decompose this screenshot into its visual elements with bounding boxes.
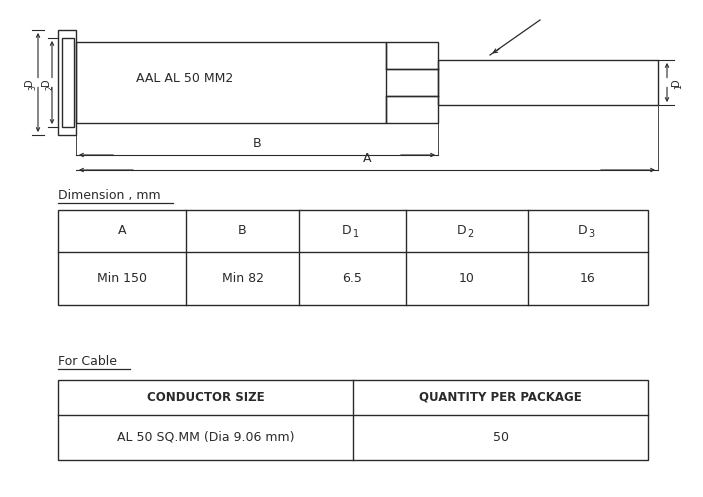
Text: D: D [577,225,587,238]
Text: QUANTITY PER PACKAGE: QUANTITY PER PACKAGE [419,391,582,404]
Text: CONDUCTOR SIZE: CONDUCTOR SIZE [147,391,264,404]
Text: D: D [342,225,352,238]
Text: 3: 3 [29,85,37,90]
Text: For Cable: For Cable [58,355,117,368]
Bar [76,42,386,123]
Bar [386,96,438,123]
Bar [58,380,648,460]
Text: B: B [252,137,262,150]
Text: Min 82: Min 82 [221,272,264,285]
Text: D: D [671,79,681,86]
Bar [62,38,74,127]
Text: AL 50 SQ.MM (Dia 9.06 mm): AL 50 SQ.MM (Dia 9.06 mm) [117,431,295,444]
Text: A: A [363,152,371,165]
Text: 3: 3 [588,229,594,239]
Text: Min 150: Min 150 [97,272,147,285]
Text: A: A [117,225,127,238]
Text: 50: 50 [493,431,508,444]
Text: D: D [24,79,34,86]
Text: D: D [456,225,466,238]
Text: AAL AL 50 MM2: AAL AL 50 MM2 [136,72,233,85]
Text: Dimension , mm: Dimension , mm [58,189,160,202]
Text: 16: 16 [580,272,596,285]
Text: 1: 1 [352,229,359,239]
Text: 10: 10 [459,272,475,285]
Text: B: B [238,225,247,238]
Text: 2: 2 [46,85,55,90]
Text: 2: 2 [467,229,473,239]
Text: 6.5: 6.5 [342,272,363,285]
Bar [438,60,658,105]
Text: D: D [41,79,51,86]
Text: 1: 1 [674,84,683,89]
Bar [386,42,438,69]
Bar [58,210,648,305]
Bar [58,30,76,135]
